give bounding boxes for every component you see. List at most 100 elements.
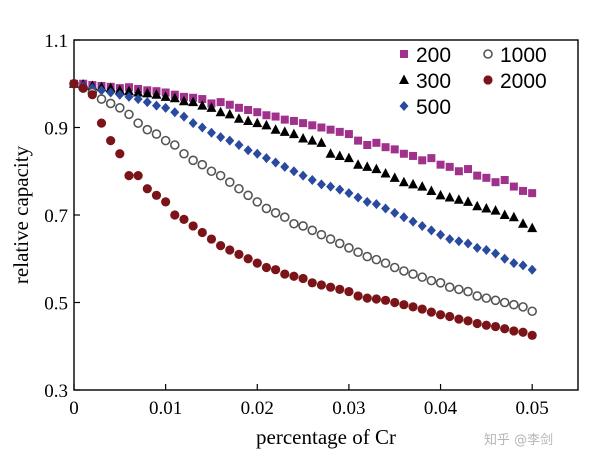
data-point-1000 — [316, 229, 327, 240]
data-point-300 — [463, 196, 474, 206]
data-point-500 — [445, 234, 455, 245]
data-point-1000 — [490, 295, 501, 306]
data-point-300 — [197, 100, 208, 110]
data-point-1000 — [344, 243, 354, 253]
data-point-2000 — [170, 210, 180, 220]
data-point-200 — [418, 156, 427, 165]
data-point-2000 — [380, 295, 391, 305]
data-point-1000 — [133, 118, 143, 128]
data-point-500 — [518, 260, 528, 271]
data-point-1000 — [215, 170, 226, 181]
data-point-500 — [326, 181, 336, 192]
data-point-200 — [344, 130, 353, 139]
data-point-300 — [435, 189, 446, 200]
data-point-300 — [398, 176, 409, 187]
data-point-300 — [325, 148, 336, 158]
data-point-2000 — [435, 310, 446, 320]
data-point-300 — [178, 95, 189, 106]
legend-entry-500: 500 — [399, 96, 451, 119]
data-point-300 — [426, 185, 437, 195]
data-point-1000 — [509, 299, 519, 310]
data-point-1000 — [261, 203, 272, 214]
data-point-300 — [499, 209, 510, 219]
data-point-1000 — [334, 238, 345, 249]
data-point-300 — [142, 87, 153, 98]
data-point-500 — [344, 188, 354, 199]
data-point-500 — [527, 264, 537, 275]
data-point-200 — [500, 176, 509, 184]
data-point-2000 — [280, 269, 290, 279]
data-point-500 — [399, 212, 409, 223]
data-point-2000 — [335, 284, 345, 294]
data-point-2000 — [316, 280, 327, 290]
data-point-500 — [472, 242, 482, 253]
data-point-500 — [426, 225, 436, 236]
data-point-300 — [279, 126, 290, 136]
data-point-1000 — [454, 284, 464, 295]
legend-label-500: 500 — [416, 96, 451, 119]
data-point-2000 — [252, 258, 262, 268]
data-point-2000 — [197, 227, 207, 238]
data-points — [69, 78, 538, 340]
data-point-300 — [380, 167, 391, 178]
data-point-300 — [334, 150, 345, 160]
data-point-500 — [115, 89, 125, 100]
data-point-1000 — [270, 208, 281, 218]
data-point-500 — [307, 175, 317, 185]
data-point-200 — [198, 95, 207, 104]
data-point-1000 — [243, 190, 253, 201]
data-point-200 — [326, 125, 335, 134]
data-point-500 — [96, 85, 106, 96]
data-point-2000 — [106, 136, 116, 146]
legend-marker-200 — [400, 50, 408, 58]
data-point-2000 — [454, 314, 464, 324]
data-point-200 — [244, 106, 253, 114]
data-point-200 — [280, 115, 289, 124]
data-point-300 — [362, 161, 373, 171]
data-point-2000 — [142, 184, 152, 194]
data-point-2000 — [481, 320, 491, 330]
y-tick-label: 0.5 — [44, 294, 68, 315]
data-point-1000 — [197, 159, 208, 170]
data-point-300 — [298, 132, 309, 143]
x-tick-label: 0 — [69, 398, 79, 419]
data-point-200 — [225, 100, 234, 109]
legend-label-200: 200 — [416, 44, 451, 67]
data-point-500 — [225, 135, 235, 146]
data-point-200 — [372, 138, 381, 147]
data-point-2000 — [371, 294, 381, 304]
data-point-300 — [133, 87, 144, 97]
data-point-2000 — [234, 249, 244, 259]
data-point-300 — [243, 115, 254, 125]
data-point-1000 — [389, 262, 400, 273]
data-point-200 — [399, 149, 408, 158]
data-point-500 — [353, 192, 363, 203]
data-point-1000 — [399, 266, 409, 276]
data-point-2000 — [445, 311, 455, 322]
data-point-2000 — [390, 297, 400, 308]
data-point-300 — [371, 163, 382, 174]
data-point-2000 — [78, 83, 88, 93]
y-tick-label: 0.7 — [44, 206, 68, 227]
x-tick-label: 0.01 — [149, 398, 182, 419]
data-point-300 — [389, 172, 400, 182]
data-point-300 — [343, 152, 354, 163]
data-point-200 — [454, 167, 463, 176]
data-point-1000 — [380, 258, 391, 268]
data-point-2000 — [225, 245, 235, 255]
data-point-300 — [233, 113, 244, 123]
data-point-1000 — [481, 293, 492, 303]
data-point-1000 — [444, 282, 455, 292]
data-point-500 — [124, 91, 134, 102]
data-point-500 — [316, 179, 326, 190]
data-point-500 — [234, 140, 244, 150]
data-point-2000 — [509, 326, 519, 336]
data-point-2000 — [115, 149, 125, 159]
data-point-300 — [472, 200, 483, 211]
data-point-300 — [527, 222, 538, 233]
data-point-2000 — [271, 265, 281, 275]
data-point-300 — [188, 96, 199, 107]
legend-entry-1000: 1000 — [483, 44, 547, 67]
data-point-300 — [270, 124, 281, 134]
y-axis-label: relative capacity — [9, 145, 33, 284]
